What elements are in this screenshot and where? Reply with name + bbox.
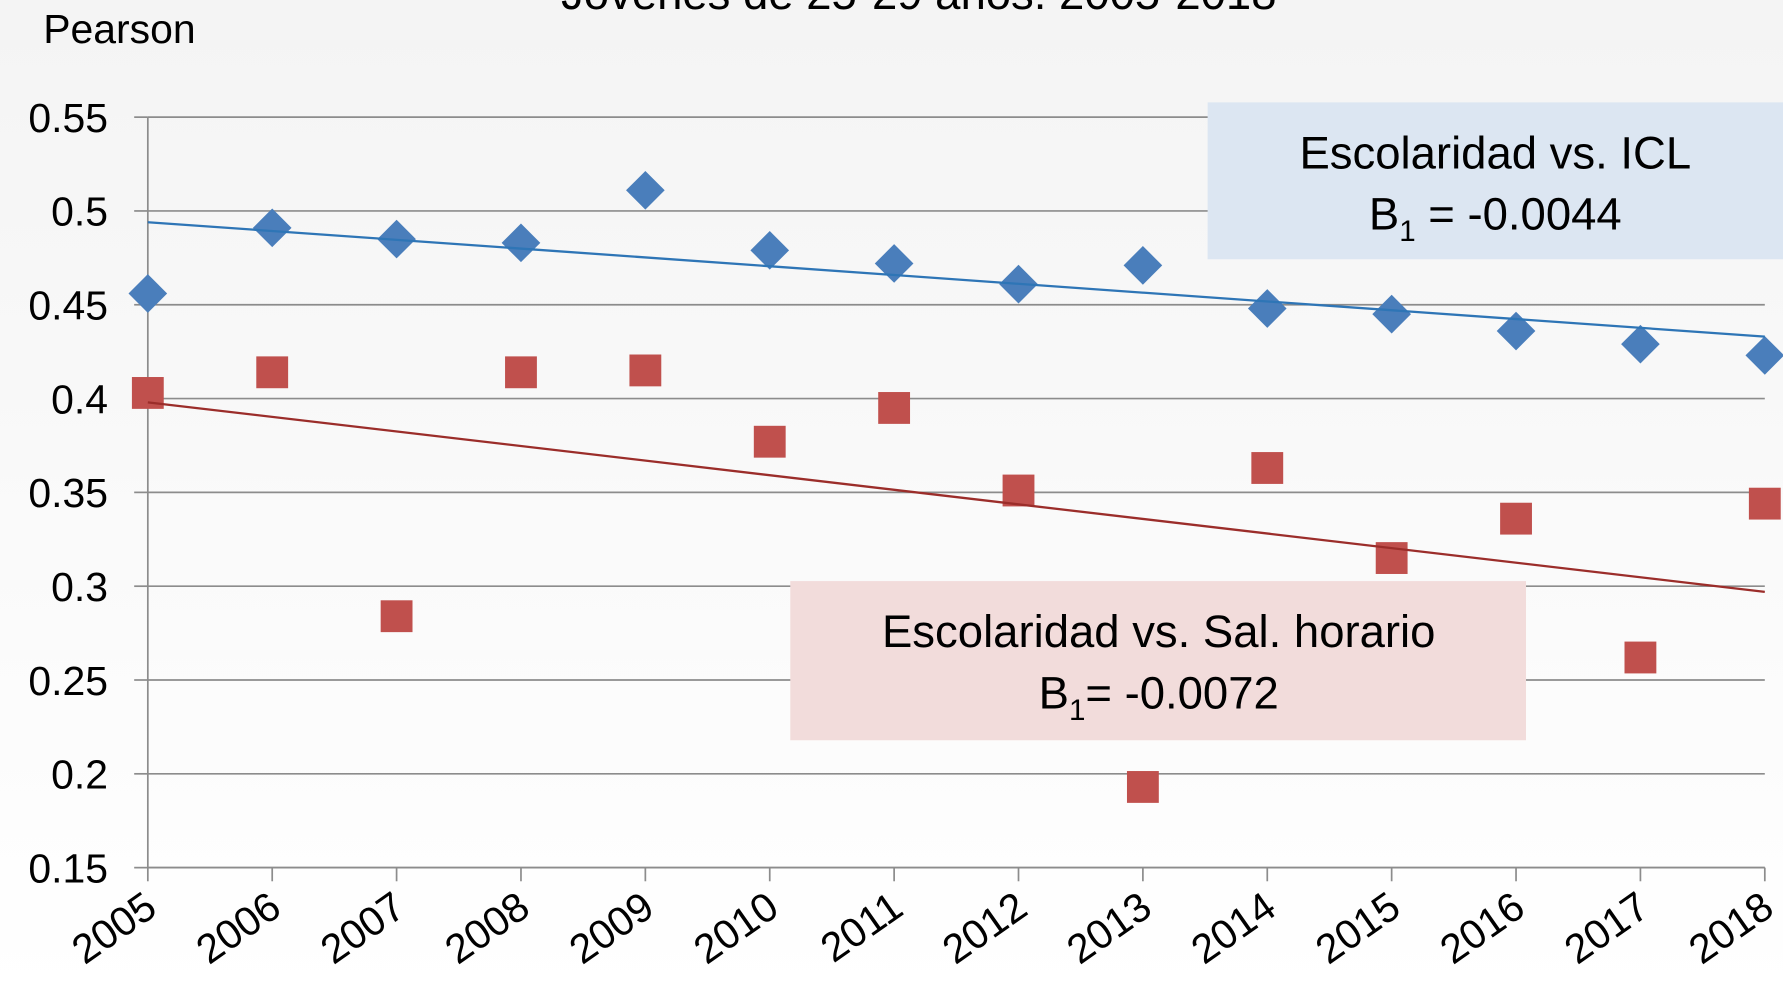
annotation-b: B bbox=[1369, 189, 1399, 240]
annotation-sub: 1 bbox=[1399, 215, 1415, 248]
marker-diamond bbox=[1123, 246, 1163, 285]
marker-square bbox=[629, 354, 662, 387]
annotation-text: Escolaridad vs. Sal. horario bbox=[882, 606, 1435, 657]
marker-diamond bbox=[1621, 324, 1660, 364]
marker-square bbox=[878, 392, 911, 424]
marker-square bbox=[1748, 487, 1781, 520]
y-tick-label: 0.25 bbox=[28, 658, 108, 704]
marker-diamond bbox=[501, 223, 541, 263]
chart-title: Jóvenes de 25-29 años: 2005-2018 bbox=[561, 0, 1276, 19]
annotation-box bbox=[790, 581, 1527, 741]
marker-square bbox=[1002, 474, 1035, 507]
annotation-text: B1= -0.0072 bbox=[1039, 667, 1279, 726]
marker-diamond bbox=[252, 208, 292, 248]
annotation-text: Escolaridad vs. ICL bbox=[1299, 127, 1691, 178]
marker-square bbox=[1251, 452, 1284, 484]
annotation-rest: = -0.0072 bbox=[1085, 667, 1278, 718]
annotation-box bbox=[1207, 102, 1783, 260]
marker-square bbox=[1500, 502, 1532, 535]
annotation-b: B bbox=[1039, 667, 1069, 718]
y-tick-label: 0.55 bbox=[28, 95, 108, 141]
marker-square bbox=[1126, 771, 1159, 803]
marker-square bbox=[256, 356, 289, 389]
marker-diamond bbox=[1745, 336, 1783, 375]
y-tick-label: 0.15 bbox=[28, 845, 108, 891]
annotation-sub: 1 bbox=[1069, 694, 1085, 727]
y-tick-label: 0.4 bbox=[51, 376, 108, 422]
annotation-rest: = -0.0044 bbox=[1416, 189, 1622, 240]
trendline bbox=[147, 401, 1765, 593]
marker-diamond bbox=[1372, 294, 1411, 334]
y-axis-label: Pearson bbox=[43, 6, 195, 52]
y-tick-label: 0.35 bbox=[28, 470, 108, 516]
annotation-text: B1 = -0.0044 bbox=[1369, 189, 1622, 248]
y-tick-label: 0.2 bbox=[51, 752, 108, 798]
y-tick-label: 0.5 bbox=[51, 189, 108, 235]
y-tick-label: 0.3 bbox=[51, 564, 108, 610]
marker-square bbox=[505, 356, 537, 389]
marker-diamond bbox=[1247, 289, 1287, 328]
marker-diamond bbox=[874, 244, 914, 283]
marker-square bbox=[753, 425, 786, 458]
marker-square bbox=[1624, 641, 1657, 674]
marker-square bbox=[380, 600, 413, 633]
marker-diamond bbox=[626, 170, 665, 210]
y-tick-label: 0.45 bbox=[28, 283, 108, 329]
marker-diamond bbox=[128, 274, 168, 313]
marker-diamond bbox=[1496, 311, 1536, 351]
trendline bbox=[147, 221, 1765, 338]
